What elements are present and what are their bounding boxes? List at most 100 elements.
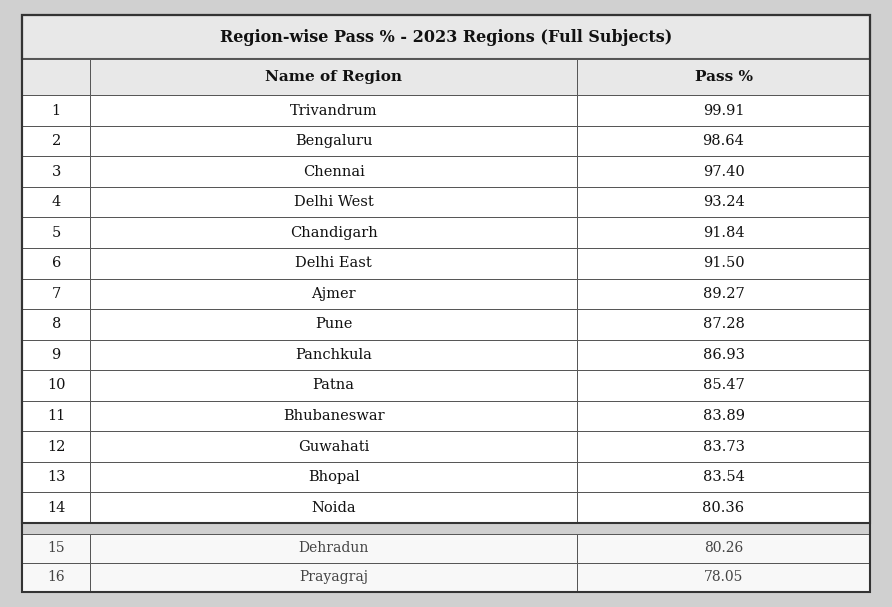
Text: 99.91: 99.91 xyxy=(703,104,744,118)
Bar xyxy=(577,59,870,95)
Text: 8: 8 xyxy=(52,317,61,331)
Bar xyxy=(90,248,577,279)
Text: 97.40: 97.40 xyxy=(703,164,745,178)
Text: 85.47: 85.47 xyxy=(703,378,745,393)
Text: Patna: Patna xyxy=(313,378,355,393)
Text: 12: 12 xyxy=(47,439,65,453)
Bar xyxy=(90,59,577,95)
Bar xyxy=(22,15,870,59)
Bar xyxy=(577,279,870,309)
Text: 3: 3 xyxy=(52,164,61,178)
Text: 83.54: 83.54 xyxy=(703,470,745,484)
Text: Chennai: Chennai xyxy=(302,164,365,178)
Bar xyxy=(22,563,90,592)
Text: 9: 9 xyxy=(52,348,61,362)
Text: Bhopal: Bhopal xyxy=(308,470,359,484)
Text: 7: 7 xyxy=(52,287,61,301)
Bar xyxy=(22,95,90,126)
Text: 80.36: 80.36 xyxy=(703,501,745,515)
Bar xyxy=(90,401,577,431)
Bar xyxy=(577,462,870,492)
Bar xyxy=(577,563,870,592)
Text: 13: 13 xyxy=(47,470,65,484)
Text: 80.26: 80.26 xyxy=(704,541,743,555)
Text: Delhi East: Delhi East xyxy=(295,256,372,270)
Bar xyxy=(22,431,90,462)
Bar xyxy=(577,401,870,431)
Text: Prayagraj: Prayagraj xyxy=(299,571,368,585)
Bar xyxy=(22,217,90,248)
Bar xyxy=(90,279,577,309)
Text: Chandigarh: Chandigarh xyxy=(290,226,377,240)
Text: Name of Region: Name of Region xyxy=(265,70,402,84)
Text: Dehradun: Dehradun xyxy=(299,541,369,555)
Bar xyxy=(90,340,577,370)
Text: 93.24: 93.24 xyxy=(703,195,745,209)
Bar xyxy=(22,279,90,309)
Bar xyxy=(577,157,870,187)
Text: 4: 4 xyxy=(52,195,61,209)
Bar xyxy=(22,370,90,401)
Text: 5: 5 xyxy=(52,226,61,240)
Text: Trivandrum: Trivandrum xyxy=(290,104,377,118)
Bar xyxy=(90,462,577,492)
Bar xyxy=(577,534,870,563)
Text: Region-wise Pass % - 2023 Regions (Full Subjects): Region-wise Pass % - 2023 Regions (Full … xyxy=(219,29,673,46)
Bar xyxy=(22,492,90,523)
Bar xyxy=(577,309,870,340)
Text: 78.05: 78.05 xyxy=(704,571,743,585)
Bar xyxy=(22,157,90,187)
Bar xyxy=(22,340,90,370)
Bar xyxy=(90,187,577,217)
Text: Delhi West: Delhi West xyxy=(293,195,374,209)
Text: 6: 6 xyxy=(52,256,61,270)
Bar xyxy=(577,126,870,157)
Bar xyxy=(22,126,90,157)
Bar xyxy=(577,248,870,279)
Text: Noida: Noida xyxy=(311,501,356,515)
Bar xyxy=(22,187,90,217)
Text: 14: 14 xyxy=(47,501,65,515)
Bar xyxy=(577,492,870,523)
Text: 83.89: 83.89 xyxy=(703,409,745,423)
Bar xyxy=(22,534,90,563)
Bar xyxy=(90,492,577,523)
Text: 91.84: 91.84 xyxy=(703,226,744,240)
Bar xyxy=(90,370,577,401)
Bar xyxy=(90,95,577,126)
Text: Bhubaneswar: Bhubaneswar xyxy=(283,409,384,423)
Text: 10: 10 xyxy=(47,378,65,393)
Bar xyxy=(90,431,577,462)
Text: 87.28: 87.28 xyxy=(703,317,745,331)
Bar xyxy=(22,401,90,431)
Bar xyxy=(577,370,870,401)
Bar xyxy=(577,431,870,462)
Bar xyxy=(22,462,90,492)
Bar xyxy=(90,309,577,340)
Text: 2: 2 xyxy=(52,134,61,148)
Bar xyxy=(577,340,870,370)
Text: 83.73: 83.73 xyxy=(703,439,745,453)
Bar xyxy=(22,15,870,523)
Text: Ajmer: Ajmer xyxy=(311,287,356,301)
Text: Panchkula: Panchkula xyxy=(295,348,372,362)
Bar xyxy=(22,248,90,279)
Text: 16: 16 xyxy=(47,571,65,585)
Bar xyxy=(22,59,90,95)
Text: 98.64: 98.64 xyxy=(703,134,745,148)
Bar xyxy=(90,157,577,187)
Text: 89.27: 89.27 xyxy=(703,287,745,301)
Text: Pass %: Pass % xyxy=(695,70,753,84)
Bar xyxy=(90,534,577,563)
Text: 11: 11 xyxy=(47,409,65,423)
Bar xyxy=(22,309,90,340)
Text: 15: 15 xyxy=(47,541,65,555)
Bar xyxy=(577,95,870,126)
Text: 1: 1 xyxy=(52,104,61,118)
Text: Pune: Pune xyxy=(315,317,352,331)
Bar xyxy=(577,217,870,248)
Text: 91.50: 91.50 xyxy=(703,256,744,270)
Text: Guwahati: Guwahati xyxy=(298,439,369,453)
Bar xyxy=(90,217,577,248)
Text: 86.93: 86.93 xyxy=(703,348,745,362)
